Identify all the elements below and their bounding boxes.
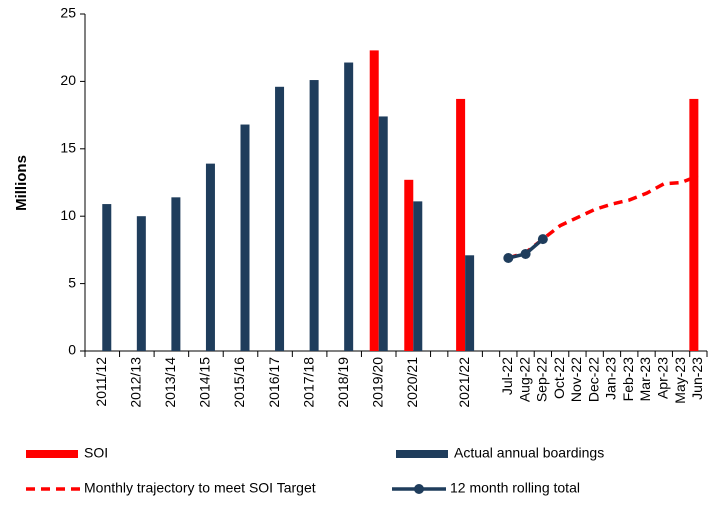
y-tick-label: 20 xyxy=(60,72,76,88)
x-tick-label: Jul-22 xyxy=(499,357,515,395)
y-tick-label: 10 xyxy=(60,207,76,223)
bar xyxy=(309,80,319,351)
x-tick-label: Jun-23 xyxy=(689,357,705,400)
x-tick-label: May-23 xyxy=(672,357,688,404)
x-tick-label: Dec-22 xyxy=(585,357,601,402)
legend-label: Monthly trajectory to meet SOI Target xyxy=(84,480,316,496)
marker xyxy=(537,234,548,245)
bar xyxy=(136,216,146,351)
x-tick-label: Oct-22 xyxy=(551,357,567,399)
x-tick-label: 2018/19 xyxy=(335,357,351,408)
x-tick-label: 2013/14 xyxy=(162,357,178,408)
x-tick-label: 2014/15 xyxy=(197,357,213,408)
x-tick-label: Jan-23 xyxy=(603,357,619,400)
x-tick-label: 2012/13 xyxy=(128,357,144,408)
x-tick-label: Feb-23 xyxy=(620,357,636,402)
x-tick-label: Aug-22 xyxy=(516,357,532,402)
x-tick-label: 2011/12 xyxy=(93,357,109,407)
bar xyxy=(689,98,699,351)
y-tick-label: 15 xyxy=(60,140,76,156)
marker xyxy=(520,248,531,259)
legend-label: SOI xyxy=(84,445,108,461)
x-tick-label: 2020/21 xyxy=(404,357,420,408)
bar xyxy=(205,163,215,351)
legend-label: 12 month rolling total xyxy=(450,480,580,496)
bar xyxy=(413,201,423,351)
bar xyxy=(465,255,475,351)
y-tick-label: 0 xyxy=(68,342,76,358)
x-tick-label: Mar-23 xyxy=(637,357,653,402)
bar xyxy=(102,204,112,351)
y-tick-label: 5 xyxy=(68,274,76,290)
marker xyxy=(503,252,514,263)
x-tick-label: Apr-23 xyxy=(655,357,671,399)
bar xyxy=(344,62,354,351)
y-axis-title: Millions xyxy=(13,155,30,211)
x-tick-label: 2021/22 xyxy=(456,357,472,408)
bar xyxy=(378,116,388,351)
bar xyxy=(369,50,379,352)
bar xyxy=(456,98,466,351)
legend-label: Actual annual boardings xyxy=(454,445,604,461)
x-tick-label: Sep-22 xyxy=(534,357,550,402)
x-tick-label: 2017/18 xyxy=(300,357,316,408)
legend-swatch xyxy=(396,450,448,458)
bar xyxy=(404,179,414,351)
legend-swatch xyxy=(26,450,78,458)
legend-marker xyxy=(414,484,424,494)
bar xyxy=(171,197,181,351)
x-tick-label: Nov-22 xyxy=(568,357,584,402)
bar xyxy=(240,124,250,351)
x-tick-label: 2015/16 xyxy=(231,357,247,408)
y-tick-label: 25 xyxy=(60,5,76,21)
x-tick-label: 2019/20 xyxy=(369,357,385,408)
bar xyxy=(275,86,285,352)
x-tick-label: 2016/17 xyxy=(266,357,282,408)
